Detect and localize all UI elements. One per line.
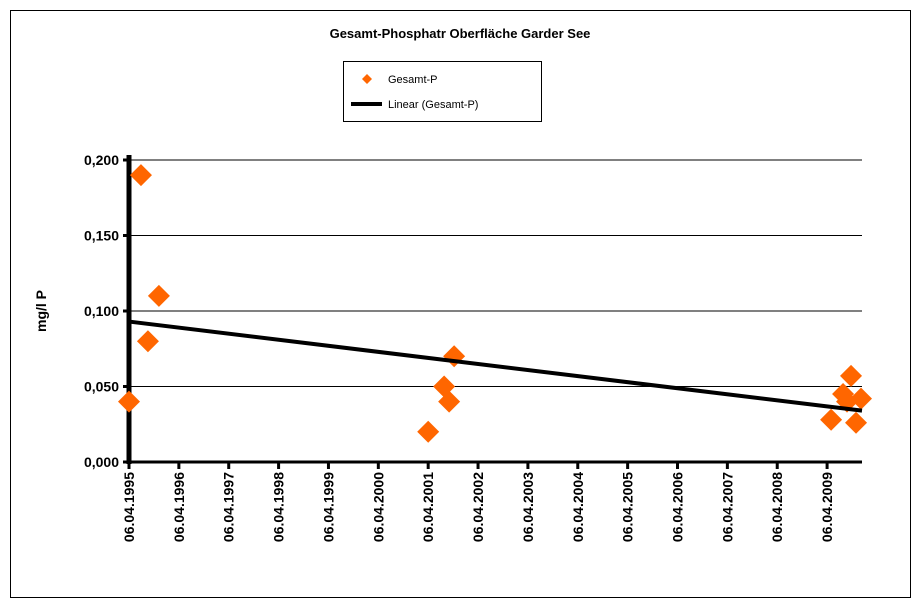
x-tick-label: 06.04.2009 — [819, 472, 835, 542]
y-tick-label: 0,050 — [84, 379, 119, 395]
point — [840, 364, 863, 387]
y-tick-label: 0,100 — [84, 303, 119, 319]
point — [136, 330, 159, 353]
x-tick-label: 06.04.1999 — [320, 472, 336, 542]
x-tick-label: 06.04.1995 — [121, 472, 137, 542]
point — [147, 284, 170, 307]
legend-marker — [362, 74, 372, 84]
x-tick-label: 06.04.2002 — [470, 472, 486, 542]
x-tick-label: 06.04.2001 — [420, 472, 436, 542]
legend-label: Gesamt-P — [388, 74, 438, 86]
point — [129, 164, 152, 187]
trend-line — [128, 319, 863, 413]
point — [845, 411, 868, 434]
point — [850, 387, 873, 410]
y-tick-label: 0,000 — [84, 454, 119, 470]
x-tick-label: 06.04.2006 — [670, 472, 686, 542]
legend — [343, 61, 542, 122]
y-tick-label: 0,150 — [84, 228, 119, 244]
x-tick-label: 06.04.2005 — [620, 472, 636, 542]
x-tick-label: 06.04.2008 — [769, 472, 785, 542]
y-tick-label: 0,200 — [84, 152, 119, 168]
x-tick-label: 06.04.1996 — [171, 472, 187, 542]
point — [438, 390, 461, 413]
x-tick-label: 06.04.2000 — [370, 472, 386, 542]
x-tick-label: 06.04.1998 — [271, 472, 287, 542]
x-tick-label: 06.04.2007 — [719, 472, 735, 542]
point — [118, 390, 140, 413]
y-axis-label: mg/l P — [33, 290, 49, 332]
x-tick-label: 06.04.2003 — [520, 472, 536, 542]
chart-title: Gesamt-Phosphatr Oberfläche Garder See — [330, 26, 591, 41]
legend-label: Linear (Gesamt-P) — [388, 99, 478, 111]
point — [820, 408, 843, 431]
x-tick-label: 06.04.2004 — [570, 472, 586, 542]
x-tick-label: 06.04.1997 — [221, 472, 237, 542]
point — [417, 420, 440, 443]
